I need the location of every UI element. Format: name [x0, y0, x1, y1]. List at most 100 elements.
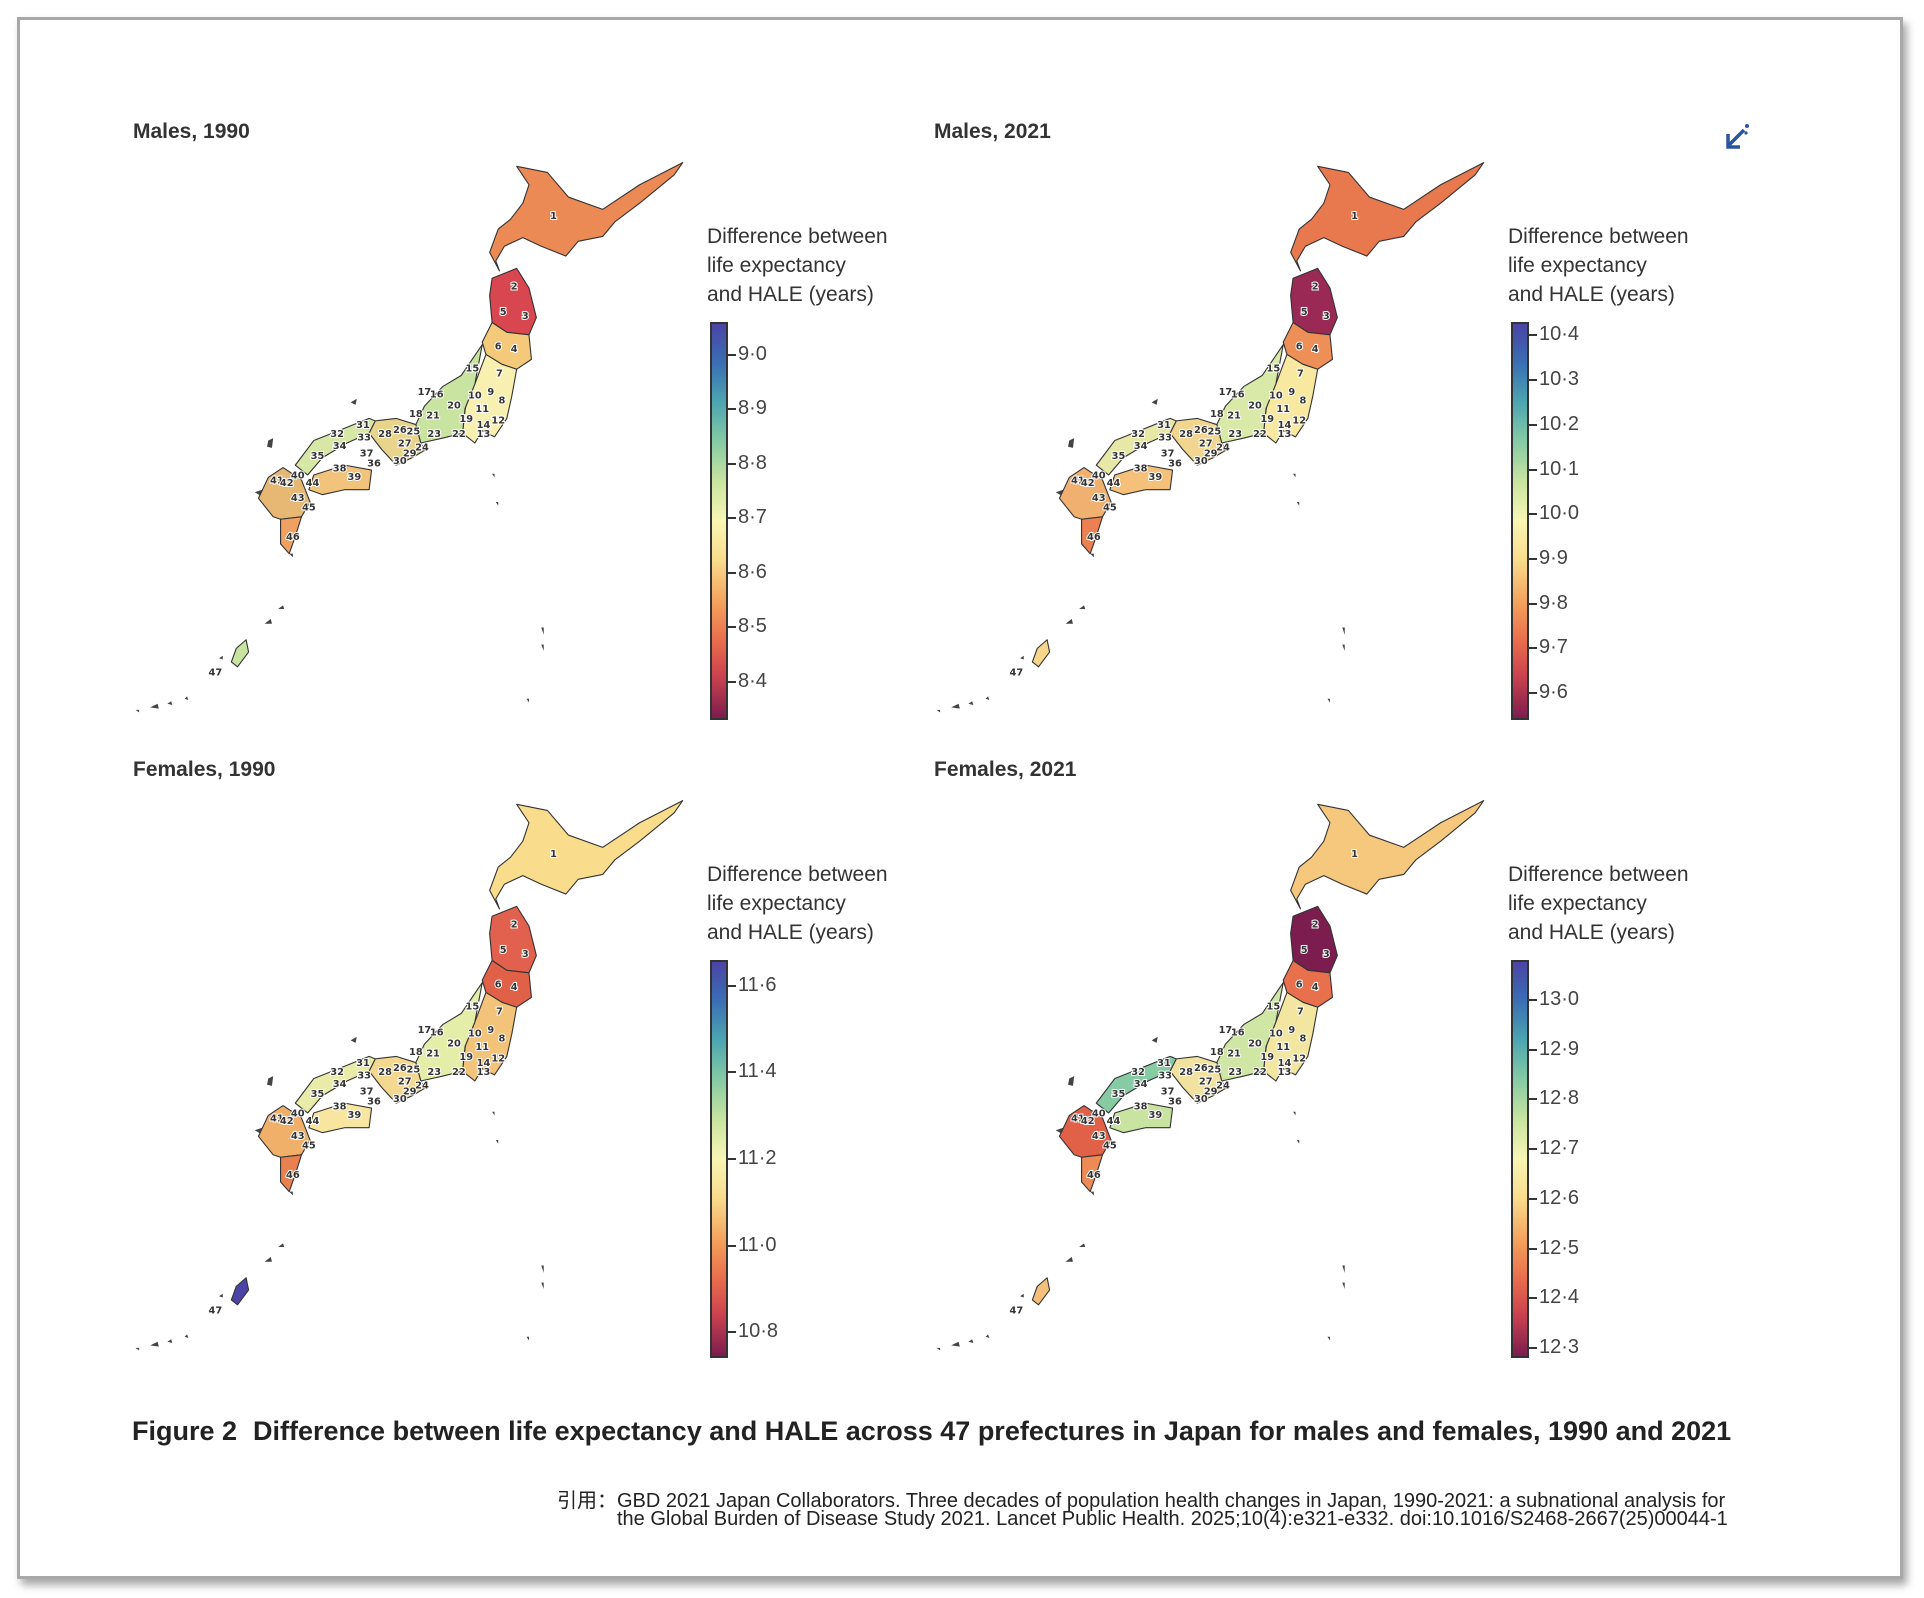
region-kagoshima[interactable] — [280, 516, 303, 555]
legend-tick — [1528, 513, 1537, 516]
region-kagoshima[interactable] — [1081, 516, 1104, 555]
prefecture-label: 46 — [1087, 532, 1101, 543]
prefecture-label: 9 — [487, 1025, 494, 1036]
legend-tick — [1528, 423, 1537, 426]
prefecture-label: 31 — [356, 420, 370, 431]
prefecture-label: 9 — [1288, 387, 1295, 398]
prefecture-label: 1 — [550, 849, 557, 860]
legend-tick — [727, 517, 736, 520]
region-kinki[interactable] — [368, 1055, 426, 1104]
region-shikoku[interactable] — [1109, 464, 1174, 496]
region-tohoku_north[interactable] — [489, 267, 537, 336]
prefecture-label: 6 — [1296, 980, 1303, 991]
prefecture-label: 27 — [398, 1077, 412, 1088]
prefecture-label: 22 — [452, 429, 466, 440]
legend-tick — [727, 462, 736, 465]
prefecture-label: 13 — [477, 429, 491, 440]
region-okinawa[interactable] — [1031, 1277, 1051, 1306]
prefecture-label: 20 — [1248, 401, 1262, 412]
prefecture-label: 19 — [1260, 1052, 1274, 1063]
prefecture-label: 23 — [1228, 1067, 1242, 1078]
legend-tick — [1528, 998, 1537, 1001]
prefecture-label: 23 — [427, 429, 441, 440]
region-hokkaido[interactable] — [1290, 800, 1485, 910]
prefecture-label: 14 — [1278, 1058, 1292, 1069]
region-okinawa[interactable] — [230, 639, 250, 668]
prefecture-label: 26 — [393, 425, 407, 436]
prefecture-label: 34 — [333, 441, 347, 452]
prefecture-label: 29 — [403, 1087, 417, 1098]
prefecture-label: 38 — [1134, 463, 1148, 474]
region-hokkaido[interactable] — [489, 800, 684, 910]
region-kinki[interactable] — [1169, 417, 1227, 466]
prefecture-label: 25 — [1208, 1064, 1222, 1075]
prefecture-label: 25 — [1208, 426, 1222, 437]
prefecture-label: 3 — [522, 949, 529, 960]
prefecture-label: 47 — [1010, 1305, 1024, 1316]
prefecture-label: 47 — [1010, 667, 1024, 678]
prefecture-label: 6 — [1296, 342, 1303, 353]
figure-title: Difference between life expectancy and H… — [253, 1416, 1732, 1446]
panel-title: Females, 1990 — [133, 758, 276, 781]
prefecture-label: 42 — [280, 1116, 294, 1127]
region-chugoku[interactable] — [294, 1055, 376, 1114]
prefecture-label: 42 — [280, 478, 294, 489]
legend-tick-label: 10·4 — [1539, 323, 1580, 346]
region-tohoku_north[interactable] — [1290, 267, 1338, 336]
prefecture-label: 38 — [333, 1101, 347, 1112]
collapse-arrow-icon[interactable] — [1722, 120, 1754, 154]
region-kagoshima[interactable] — [1081, 1154, 1104, 1193]
prefecture-label: 16 — [430, 1027, 444, 1038]
prefecture-label: 12 — [491, 415, 505, 426]
region-shikoku[interactable] — [308, 464, 373, 496]
prefecture-label: 25 — [407, 1064, 421, 1075]
prefecture-label: 10 — [468, 1029, 482, 1040]
prefecture-label: 12 — [1292, 1053, 1306, 1064]
legend-tick — [727, 353, 736, 356]
prefecture-label: 22 — [1253, 1067, 1267, 1078]
prefecture-label: 16 — [1231, 1027, 1245, 1038]
region-chugoku[interactable] — [1095, 1055, 1177, 1114]
legend-tick — [1528, 1048, 1537, 1051]
prefecture-label: 11 — [475, 1042, 489, 1053]
region-okinawa[interactable] — [1031, 639, 1051, 668]
legend-tick-label: 9·8 — [1539, 591, 1568, 614]
region-shikoku[interactable] — [308, 1102, 373, 1134]
legend-tick-label: 8·4 — [738, 669, 767, 692]
prefecture-label: 18 — [1210, 1047, 1224, 1058]
prefecture-label: 1 — [1351, 849, 1358, 860]
prefecture-label: 42 — [1081, 478, 1095, 489]
region-kinki[interactable] — [1169, 1055, 1227, 1104]
region-hokkaido[interactable] — [489, 162, 684, 272]
region-okinawa[interactable] — [230, 1277, 250, 1306]
region-tohoku_north[interactable] — [489, 905, 537, 974]
prefecture-label: 15 — [466, 364, 480, 375]
prefecture-label: 26 — [1194, 425, 1208, 436]
region-chugoku[interactable] — [294, 417, 376, 476]
prefecture-label: 12 — [1292, 415, 1306, 426]
prefecture-label: 33 — [1158, 1071, 1172, 1082]
legend-tick — [727, 571, 736, 574]
prefecture-label: 18 — [409, 409, 423, 420]
region-tohoku_north[interactable] — [1290, 905, 1338, 974]
prefecture-label: 10 — [1269, 1029, 1283, 1040]
figure-frame — [17, 17, 1903, 1579]
prefecture-label: 22 — [1253, 429, 1267, 440]
prefecture-label: 21 — [1227, 410, 1241, 421]
prefecture-label: 12 — [491, 1053, 505, 1064]
prefecture-label: 2 — [1312, 919, 1319, 930]
prefecture-label: 36 — [1168, 1096, 1182, 1107]
prefecture-label: 33 — [357, 1071, 371, 1082]
region-shikoku[interactable] — [1109, 1102, 1174, 1134]
region-chugoku[interactable] — [1095, 417, 1177, 476]
legend-tick — [727, 984, 736, 987]
region-hokkaido[interactable] — [1290, 162, 1485, 272]
region-kinki[interactable] — [368, 417, 426, 466]
prefecture-label: 5 — [1301, 307, 1308, 318]
prefecture-label: 18 — [1210, 409, 1224, 420]
region-kagoshima[interactable] — [280, 1154, 303, 1193]
legend-tick — [1528, 379, 1537, 382]
prefecture-label: 33 — [1158, 433, 1172, 444]
prefecture-label: 2 — [511, 281, 518, 292]
